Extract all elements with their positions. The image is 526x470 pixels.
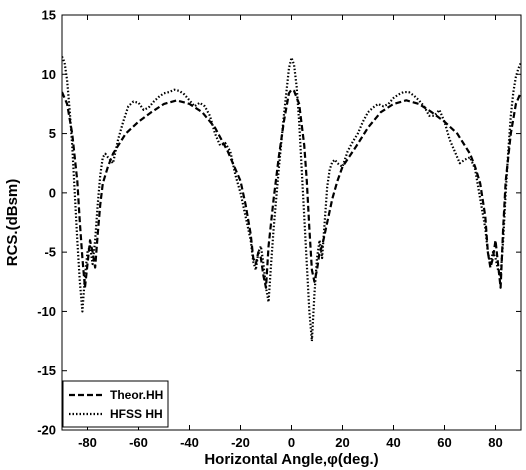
- y-tick-label: 0: [49, 185, 56, 200]
- y-tick-label: 5: [49, 126, 56, 141]
- x-tick-label: 40: [386, 435, 400, 450]
- x-axis: -80 -60 -40 -20 0 20 40 60 80: [78, 15, 503, 450]
- x-tick-label: 0: [288, 435, 295, 450]
- y-axis-title: RCS.(dBsm): [4, 179, 21, 267]
- legend: Theor.HH HFSS HH: [62, 380, 169, 428]
- series-layer: [62, 56, 521, 343]
- y-tick-label: -5: [44, 245, 56, 260]
- x-tick-label: -60: [129, 435, 148, 450]
- y-tick-label: -20: [37, 423, 56, 438]
- legend-label-theor: Theor.HH: [110, 388, 163, 402]
- legend-label-hfss: HFSS HH: [110, 407, 163, 421]
- x-tick-label: -40: [180, 435, 199, 450]
- plot-area: [62, 15, 521, 430]
- y-axis: -20 -15 -10 -5 0 5 10 15: [37, 8, 521, 438]
- x-tick-label: -80: [78, 435, 97, 450]
- x-tick-label: 60: [437, 435, 451, 450]
- x-axis-title: Horizontal Angle,φ(deg.): [204, 451, 378, 468]
- x-tick-label: -20: [231, 435, 250, 450]
- y-tick-label: 10: [42, 67, 56, 82]
- x-tick-label: 80: [488, 435, 502, 450]
- legend-box: [62, 380, 169, 428]
- y-tick-label: 15: [42, 8, 56, 23]
- y-tick-label: -15: [37, 363, 56, 378]
- x-tick-label: 20: [335, 435, 349, 450]
- y-tick-label: -10: [37, 304, 56, 319]
